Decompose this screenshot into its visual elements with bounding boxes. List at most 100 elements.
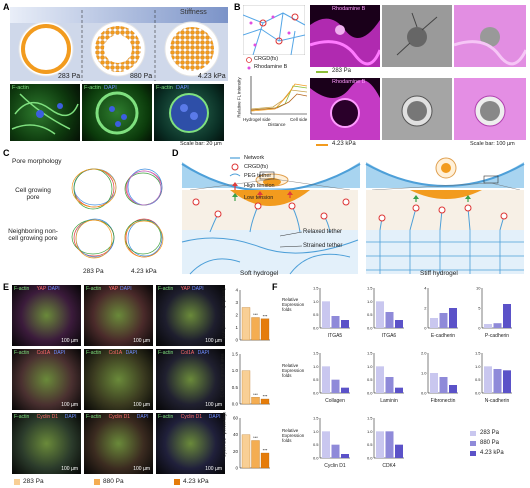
b-scale-label: Scale bar: 100 µm xyxy=(470,141,515,147)
panel-label-d: D xyxy=(172,148,179,158)
e-bar xyxy=(251,317,260,341)
e-micrograph-grid: F-actin YAP DAPI 100 µm F-actin YAP DAPI 100 µm… xyxy=(12,285,225,475)
e-significance: *** xyxy=(253,392,258,397)
f-tick-label: 1.5 xyxy=(475,351,481,356)
e-significance: *** xyxy=(253,435,258,440)
f-bar xyxy=(322,431,330,458)
c-row1: Cell growing pore xyxy=(15,187,51,201)
f-tick-label: 0.5 xyxy=(367,442,373,447)
f-tick-label: 4 xyxy=(424,286,427,291)
f-bar xyxy=(331,444,340,458)
a-dapi-label: DAPI xyxy=(104,85,117,91)
stiffness-label: Stiffness xyxy=(180,9,207,16)
f-gene-label: Fibronectin xyxy=(431,398,456,404)
f-gene-label: N-cadherin xyxy=(485,398,510,404)
f-legend-swatch-3 xyxy=(470,451,476,456)
e-ylabel-ecm: ECM/Cell growth area xyxy=(219,353,225,398)
e-stain-label: DAPI xyxy=(64,414,77,420)
e-legend-880: 880 Pa xyxy=(103,478,124,485)
f-bar xyxy=(493,369,502,393)
e-tick-label: 4 xyxy=(235,288,238,293)
e-bar xyxy=(241,434,251,469)
b-merge-4k xyxy=(454,78,526,140)
panel-label-e: E xyxy=(3,282,10,292)
e-scale-label: 100 µm xyxy=(133,402,150,408)
e-ylabel-yap: YAP (Nuclear/Cytoplasm) xyxy=(220,288,226,339)
d-legend-high: High tension xyxy=(244,183,275,189)
e-significance: *** xyxy=(253,312,258,317)
e-tick-label: 20 xyxy=(233,449,239,454)
c-pore-outlines xyxy=(71,168,164,259)
panel-label-c: C xyxy=(3,148,10,158)
e-scale-label: 100 µm xyxy=(205,466,222,472)
e-scale-label: 100 µm xyxy=(61,338,78,344)
b-merge-283 xyxy=(454,5,526,67)
b-legend-symbols xyxy=(246,57,252,70)
f-bar xyxy=(439,313,448,328)
e-legend-4k: 4.23 kPa xyxy=(183,478,209,485)
f-tick-label: 0.5 xyxy=(313,312,319,317)
e-significance: *** xyxy=(263,448,268,453)
e-stain-label: YAP xyxy=(108,286,119,292)
f-legend-880: 880 Pa xyxy=(480,440,500,446)
e-tick-label: 1.0 xyxy=(232,368,239,373)
f-tick-label: 1.0 xyxy=(421,371,427,376)
f-tick-label: 1.5 xyxy=(313,351,319,356)
e-scale-label: 100 µm xyxy=(61,402,78,408)
f-bar xyxy=(449,308,457,328)
e-bar xyxy=(241,370,251,405)
f-tick-label: 1.0 xyxy=(313,299,319,304)
f-tick-label: 0.5 xyxy=(313,442,319,447)
d-soft-label: Soft hydrogel xyxy=(240,270,279,277)
f-gene-label: ITGA6 xyxy=(382,333,397,339)
f-bar xyxy=(449,385,457,393)
panel-label-b: B xyxy=(234,2,241,12)
b-legend-rhod: Rhodamine B xyxy=(254,64,288,70)
e-ylabel-cyclin: Cyclin D1+ percentage xyxy=(221,411,227,458)
e-bar xyxy=(251,397,260,405)
e-legend-283: 283 Pa xyxy=(23,478,44,485)
f-bar xyxy=(341,387,349,393)
e-tick-label: 0 xyxy=(235,466,238,471)
f-bar xyxy=(493,323,502,328)
e-stain-label: Cyclin D1 xyxy=(108,414,130,420)
b-cond-4k: 4.23 kPa xyxy=(332,141,356,147)
e-stain-label: DAPI xyxy=(53,350,66,356)
e-scale-label: 100 µm xyxy=(205,402,222,408)
e-micrograph-r3-c2: F-actin Cyclin D1 DAPI 100 µm xyxy=(84,413,153,474)
f-tick-label: 2 xyxy=(424,306,427,311)
f-bar xyxy=(322,366,330,393)
f-tick-label: 1.0 xyxy=(367,299,373,304)
c-col-4k: 4.23 kPa xyxy=(131,268,157,275)
e-stain-label: F-actin xyxy=(158,350,174,356)
f-bar xyxy=(331,316,340,328)
e-stain-label: F-actin xyxy=(86,350,102,356)
f-gene-label: E-cadherin xyxy=(431,333,455,339)
a-cond-283: 283 Pa xyxy=(58,73,81,80)
a-cond-880: 880 Pa xyxy=(130,73,153,80)
d-legend-network: Network xyxy=(244,155,265,161)
e-stain-label: F-actin xyxy=(158,414,174,420)
f-bar xyxy=(484,324,492,328)
e-stain-label: F-actin xyxy=(14,350,30,356)
a-scale-bar-label: Scale bar: 20 µm xyxy=(180,141,222,147)
e-stain-label: Cyclin D1 xyxy=(36,414,58,420)
b-rhod-283: Rhodamine B xyxy=(310,5,380,67)
f-tick-label: 0.5 xyxy=(475,377,481,382)
e-scale-label: 100 µm xyxy=(133,466,150,472)
a-dapi-label-3: DAPI xyxy=(176,85,189,91)
e-legend-swatch-880 xyxy=(94,479,100,485)
e-stain-label: Cyclin D1 xyxy=(180,414,202,420)
f-bar xyxy=(376,431,384,458)
f-tick-label: 0 xyxy=(478,326,481,331)
d-legend-peg: PEG tether xyxy=(244,173,272,179)
a-micrograph-880: F-actin DAPI xyxy=(82,84,152,141)
a-micrograph-4k: F-actin DAPI xyxy=(154,84,224,141)
b-xlabel-cell: Cell side xyxy=(290,117,308,122)
e-micrograph-r2-c3: F-actin Col1A DAPI 100 µm xyxy=(156,349,225,410)
panel-a-schematic xyxy=(10,7,228,81)
f-tick-label: 0.0 xyxy=(367,326,373,331)
d-stiff-label: Stiff hydrogel xyxy=(420,270,458,277)
f-legend-283: 283 Pa xyxy=(480,430,500,436)
f-tick-label: 1.5 xyxy=(367,286,373,291)
